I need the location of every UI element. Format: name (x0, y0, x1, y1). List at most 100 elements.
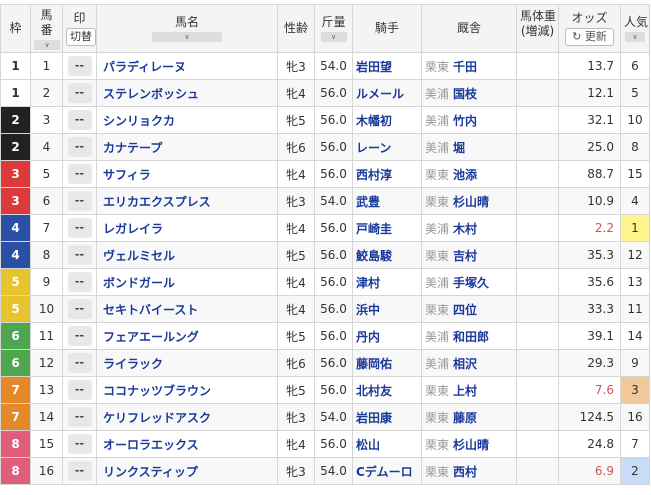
mark-button[interactable]: -- (67, 110, 92, 130)
mark-button[interactable]: -- (67, 218, 92, 238)
mark-button[interactable]: -- (67, 137, 92, 157)
header-sexage: 性齢 (277, 4, 315, 53)
jockey-link[interactable]: 岩田康 (352, 403, 422, 431)
waku-cell: 1 (0, 79, 31, 107)
horse-name-link[interactable]: ココナッツブラウン (96, 376, 278, 404)
mark-button[interactable]: -- (67, 56, 92, 76)
mark-button[interactable]: -- (67, 380, 92, 400)
mark-button[interactable]: -- (67, 434, 92, 454)
jockey-link[interactable]: 鮫島駿 (352, 241, 422, 269)
trainer-cell: 美浦 和田郎 (421, 322, 517, 350)
trainer-cell: 栗東 池添 (421, 160, 517, 188)
trainer-link[interactable]: 杉山晴 (453, 194, 490, 209)
table-row: 8 15 -- オーロラエックス 牝4 56.0 松山 栗東 杉山晴 24.8 7 (0, 430, 650, 458)
trainer-link[interactable]: 西村 (453, 464, 478, 479)
kinryo-cell: 56.0 (314, 268, 353, 296)
trainer-link[interactable]: 竹内 (453, 113, 478, 128)
horse-name-link[interactable]: パラディレーヌ (96, 52, 278, 80)
horse-name-link[interactable]: リンクスティップ (96, 457, 278, 485)
horse-name-link[interactable]: オーロラエックス (96, 430, 278, 458)
waku-cell: 6 (0, 349, 31, 377)
horse-name-link[interactable]: カナテープ (96, 133, 278, 161)
sexage-cell: 牝4 (277, 430, 315, 458)
header-umaban[interactable]: 馬番 ∨ (30, 4, 63, 53)
horse-name-link[interactable]: ステレンボッシュ (96, 79, 278, 107)
popularity-cell: 11 (620, 295, 650, 323)
trainer-link[interactable]: 池添 (453, 167, 478, 182)
jockey-link[interactable]: 戸崎圭 (352, 214, 422, 242)
horse-name-link[interactable]: ケリフレッドアスク (96, 403, 278, 431)
popularity-cell: 14 (620, 322, 650, 350)
header-weight[interactable]: 斤量 ∨ (314, 4, 353, 53)
trainer-link[interactable]: 千田 (453, 59, 478, 74)
trainer-link[interactable]: 藤原 (453, 410, 478, 425)
header-odds: オッズ ↻ 更新 (558, 4, 621, 53)
mark-button[interactable]: -- (67, 326, 92, 346)
bodyweight-cell (516, 106, 559, 134)
jockey-link[interactable]: 西村淳 (352, 160, 422, 188)
refresh-label: 更新 (584, 30, 607, 43)
jockey-link[interactable]: 武豊 (352, 187, 422, 215)
jockey-link[interactable]: レーン (352, 133, 422, 161)
horse-name-link[interactable]: シンリョクカ (96, 106, 278, 134)
trainer-link[interactable]: 和田郎 (453, 329, 490, 344)
jockey-link[interactable]: 浜中 (352, 295, 422, 323)
waku-cell: 8 (0, 457, 31, 485)
kinryo-cell: 54.0 (314, 52, 353, 80)
mark-button[interactable]: -- (67, 191, 92, 211)
trainer-link[interactable]: 相沢 (453, 356, 478, 371)
trainer-link[interactable]: 堀 (453, 140, 466, 155)
trainer-link[interactable]: 手塚久 (453, 275, 490, 290)
region-label: 栗東 (425, 167, 450, 182)
mark-button[interactable]: -- (67, 461, 92, 481)
chevron-down-icon[interactable]: ∨ (152, 32, 222, 42)
mark-button[interactable]: -- (67, 245, 92, 265)
chevron-down-icon[interactable]: ∨ (320, 32, 347, 42)
horse-name-link[interactable]: エリカエクスプレス (96, 187, 278, 215)
jockey-link[interactable]: 松山 (352, 430, 422, 458)
horse-name-link[interactable]: ボンドガール (96, 268, 278, 296)
chevron-down-icon[interactable]: ∨ (34, 39, 60, 50)
mark-button[interactable]: -- (67, 353, 92, 373)
kinryo-cell: 54.0 (314, 403, 353, 431)
header-name[interactable]: 馬名 ∨ (96, 4, 278, 53)
horse-name-link[interactable]: ヴェルミセル (96, 241, 278, 269)
kinryo-cell: 56.0 (314, 295, 353, 323)
mark-button[interactable]: -- (67, 83, 92, 103)
jockey-link[interactable]: 木幡初 (352, 106, 422, 134)
horse-name-link[interactable]: レガレイラ (96, 214, 278, 242)
horse-name-link[interactable]: セキトバイースト (96, 295, 278, 323)
trainer-link[interactable]: 木村 (453, 221, 478, 236)
region-label: 栗東 (425, 59, 450, 74)
jockey-link[interactable]: 北村友 (352, 376, 422, 404)
trainer-link[interactable]: 四位 (453, 302, 478, 317)
mark-button[interactable]: -- (67, 407, 92, 427)
trainer-link[interactable]: 吉村 (453, 248, 478, 263)
trainer-cell: 美浦 手塚久 (421, 268, 517, 296)
horse-name-link[interactable]: サフィラ (96, 160, 278, 188)
mark-button[interactable]: -- (67, 272, 92, 292)
jockey-link[interactable]: 丹内 (352, 322, 422, 350)
jockey-link[interactable]: 藤岡佑 (352, 349, 422, 377)
trainer-link[interactable]: 杉山晴 (453, 437, 490, 452)
jockey-link[interactable]: ルメール (352, 79, 422, 107)
sexage-cell: 牝3 (277, 187, 315, 215)
horse-name-link[interactable]: ライラック (96, 349, 278, 377)
odds-refresh-button[interactable]: ↻ 更新 (565, 28, 614, 46)
mark-button[interactable]: -- (67, 164, 92, 184)
jockey-link[interactable]: Cデムーロ (352, 457, 422, 485)
jockey-link[interactable]: 岩田望 (352, 52, 422, 80)
table-row: 2 4 -- カナテープ 牝6 56.0 レーン 美浦堀 25.0 8 (0, 133, 650, 161)
trainer-link[interactable]: 上村 (453, 383, 478, 398)
odds-cell: 29.3 (558, 349, 621, 377)
mark-button[interactable]: -- (67, 299, 92, 319)
region-label: 栗東 (425, 410, 450, 425)
header-pop[interactable]: 人気 ∨ (620, 4, 650, 53)
chevron-down-icon[interactable]: ∨ (625, 32, 645, 42)
horse-name-link[interactable]: フェアエールング (96, 322, 278, 350)
jockey-link[interactable]: 津村 (352, 268, 422, 296)
race-entry-table: 枠 馬番 ∨ 印切替 馬名 ∨ 性齢 斤量 ∨ 騎手 厩舎 馬体重 (増減) オッズ ↻ … (0, 4, 650, 485)
mark-cell: -- (62, 160, 97, 188)
trainer-link[interactable]: 国枝 (453, 86, 478, 101)
mark-toggle-button[interactable]: 切替 (66, 28, 96, 46)
